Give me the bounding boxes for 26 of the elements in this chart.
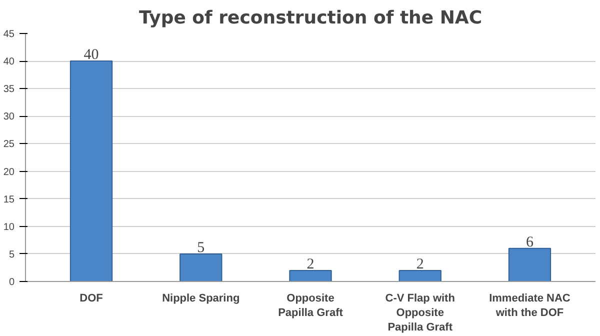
x-tick-label: C-V Flap with Opposite Papilla Graft [385, 292, 456, 334]
data-label: 40 [84, 47, 99, 64]
y-tick-label: 20 [3, 166, 15, 178]
y-tick-label: 10 [3, 222, 15, 233]
y-tick-label: 30 [3, 112, 15, 123]
x-tick-label: DOF [80, 292, 104, 304]
data-label: 2 [416, 256, 424, 272]
y-tick-label: 15 [3, 194, 15, 206]
bar [70, 60, 113, 282]
y-tick-label: 45 [3, 29, 15, 40]
y-tick-label: 25 [3, 139, 15, 150]
x-tick-label: Immediate NAC with the DOF [489, 292, 570, 319]
bar [180, 253, 222, 282]
y-tick-label: 40 [3, 56, 15, 68]
data-label: 2 [306, 256, 314, 272]
bar [398, 270, 442, 282]
y-tick-label: 35 [3, 84, 15, 96]
y-tick-label: 0 [8, 277, 15, 288]
bar [289, 270, 332, 282]
data-label: 5 [197, 240, 205, 256]
x-tick-label: Nipple Sparing [162, 292, 240, 304]
data-label: 6 [526, 234, 534, 250]
y-tick-label: 5 [8, 249, 15, 260]
bar [508, 248, 552, 282]
chart-title: Type of reconstruction of the NAC [138, 8, 482, 28]
x-tick-label: Opposite Papilla Graft [278, 292, 344, 319]
